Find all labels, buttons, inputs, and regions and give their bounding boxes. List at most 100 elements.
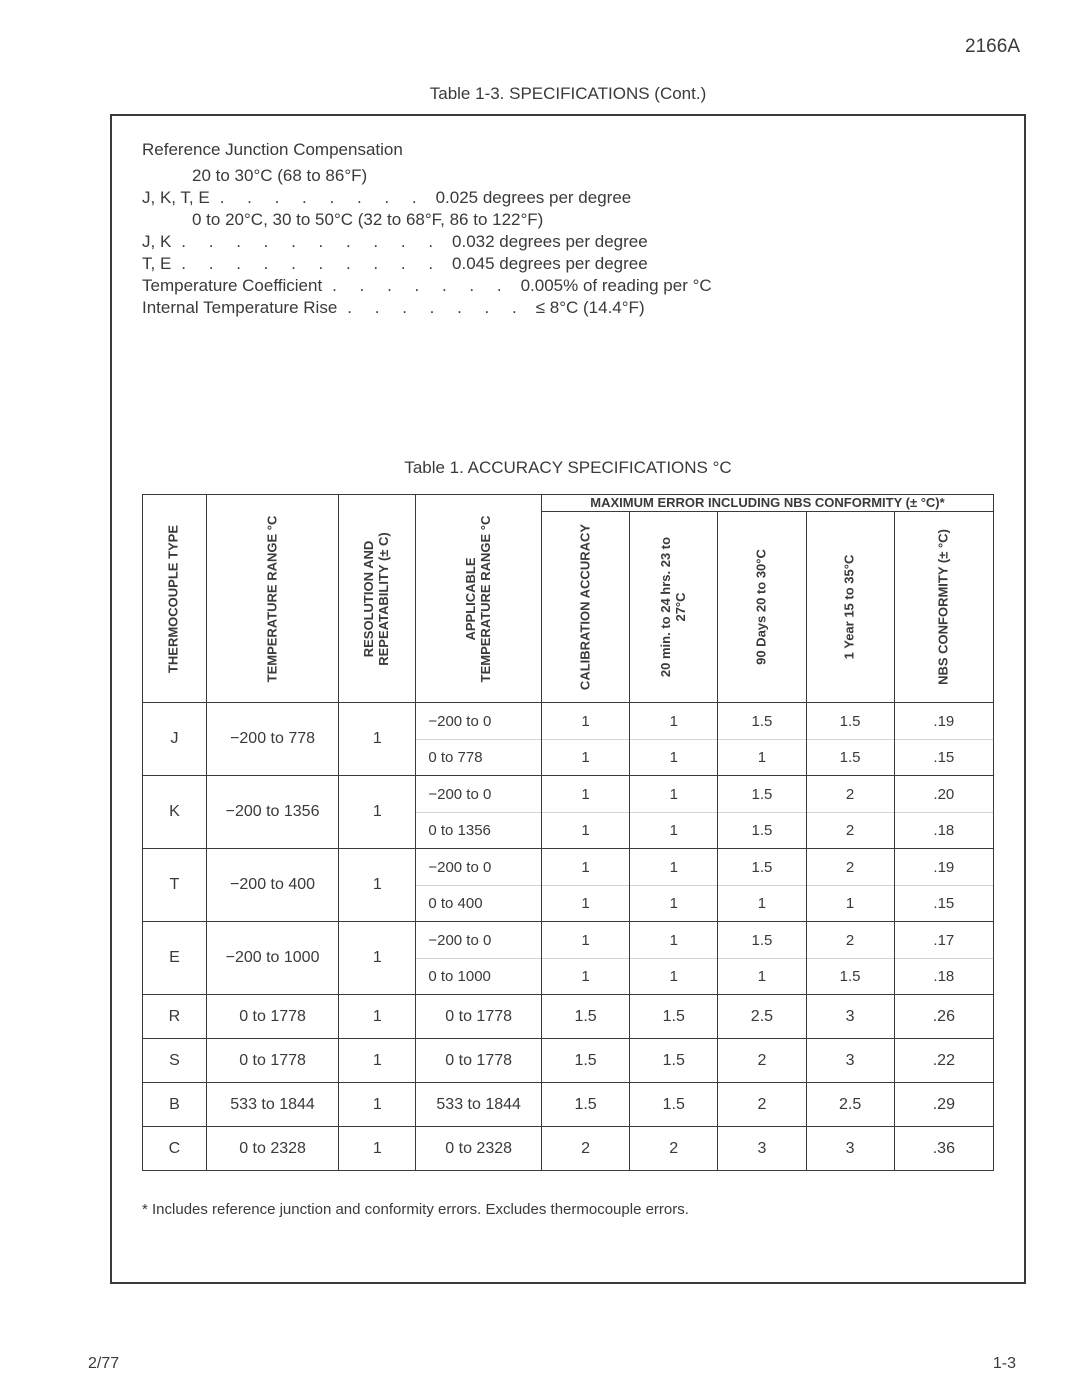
cell: 1.51.5 <box>718 776 806 849</box>
cell: 11 <box>542 776 630 849</box>
cell: 11 <box>630 776 718 849</box>
cell: 3 <box>718 1127 806 1171</box>
ref-line-2b-label: T, E <box>142 254 171 274</box>
cell-range: −200 to 400 <box>206 849 338 922</box>
temp-coeff-line: Temperature Coefficient . . . . . . . 0.… <box>142 276 994 296</box>
cell: .17.18 <box>894 922 993 995</box>
col-hdr-6: 90 Days 20 to 30°C <box>718 512 806 703</box>
cell: −200 to 00 to 400 <box>416 849 542 922</box>
col-hdr-1: TEMPERATURE RANGE °C <box>206 495 338 703</box>
temp-coeff-label: Temperature Coefficient <box>142 276 322 296</box>
cell: .29 <box>894 1083 993 1127</box>
ref-line-1-label: J, K, T, E <box>142 188 210 208</box>
ref-line-2b: T, E . . . . . . . . . . 0.045 degrees p… <box>142 254 994 274</box>
col-hdr-5: 20 min. to 24 hrs. 23 to 27°C <box>630 512 718 703</box>
cell: 1.5 <box>630 1039 718 1083</box>
table-row: K−200 to 13561−200 to 00 to 135611111.51… <box>143 776 994 849</box>
dots-icon: . . . . . . . . . . <box>171 254 452 274</box>
dots-icon: . . . . . . . . <box>210 188 436 208</box>
cell: 3 <box>806 995 894 1039</box>
cell: 2 <box>718 1039 806 1083</box>
col-hdr-2: RESOLUTION AND REPEATABILITY (± C) <box>339 495 416 703</box>
dots-icon: . . . . . . . . . . <box>171 232 452 252</box>
cell: .36 <box>894 1127 993 1171</box>
cell-range: −200 to 1356 <box>206 776 338 849</box>
ref-junction-title: Reference Junction Compensation <box>142 140 994 160</box>
ref-line-2a: J, K . . . . . . . . . . 0.032 degrees p… <box>142 232 994 252</box>
table-row: E−200 to 10001−200 to 00 to 100011111.51… <box>143 922 994 995</box>
cell: .20.18 <box>894 776 993 849</box>
document-id: 2166A <box>965 36 1020 58</box>
cell: 22 <box>806 776 894 849</box>
int-rise-label: Internal Temperature Rise <box>142 298 337 318</box>
cell-type: T <box>143 849 207 922</box>
table-row: S0 to 177810 to 17781.51.523.22 <box>143 1039 994 1083</box>
cell-res: 1 <box>339 776 416 849</box>
cell: 11 <box>630 703 718 776</box>
cell-res: 1 <box>339 1127 416 1171</box>
cell: 11 <box>542 922 630 995</box>
col-hdr-4: CALIBRATION ACCURACY <box>542 512 630 703</box>
ref-range-2: 0 to 20°C, 30 to 50°C (32 to 68°F, 86 to… <box>192 210 994 230</box>
cell: 0 to 1778 <box>416 1039 542 1083</box>
cell-type: B <box>143 1083 207 1127</box>
temp-coeff-value: 0.005% of reading per °C <box>521 276 712 296</box>
cell: .22 <box>894 1039 993 1083</box>
cell-type: R <box>143 995 207 1039</box>
group-hdr: MAXIMUM ERROR INCLUDING NBS CONFORMITY (… <box>542 495 994 512</box>
cell: −200 to 00 to 778 <box>416 703 542 776</box>
cell: 21 <box>806 849 894 922</box>
cell: 2 <box>542 1127 630 1171</box>
table-row: C0 to 232810 to 23282233.36 <box>143 1127 994 1171</box>
table-1-caption: Table 1. ACCURACY SPECIFICATIONS °C <box>142 458 994 478</box>
dots-icon: . . . . . . . <box>322 276 520 296</box>
cell: −200 to 00 to 1356 <box>416 776 542 849</box>
cell: 2.5 <box>806 1083 894 1127</box>
table-footnote: * Includes reference junction and confor… <box>142 1201 994 1218</box>
col-hdr-8: NBS CONFORMITY (± °C) <box>894 512 993 703</box>
cell-res: 1 <box>339 995 416 1039</box>
footer-right: 1-3 <box>993 1355 1016 1373</box>
cell-type: S <box>143 1039 207 1083</box>
cell: 1.5 <box>542 1083 630 1127</box>
cell-range: 0 to 2328 <box>206 1127 338 1171</box>
cell-type: C <box>143 1127 207 1171</box>
cell-range: 0 to 1778 <box>206 1039 338 1083</box>
cell-res: 1 <box>339 703 416 776</box>
ref-line-2b-value: 0.045 degrees per degree <box>452 254 648 274</box>
cell: 1.51 <box>718 922 806 995</box>
ref-line-2a-value: 0.032 degrees per degree <box>452 232 648 252</box>
page: 2166A Table 1-3. SPECIFICATIONS (Cont.) … <box>0 0 1080 1397</box>
cell: 21.5 <box>806 922 894 995</box>
cell-type: J <box>143 703 207 776</box>
cell: 1.5 <box>630 995 718 1039</box>
cell: .19.15 <box>894 849 993 922</box>
ref-range-1: 20 to 30°C (68 to 86°F) <box>192 166 994 186</box>
cell: 11 <box>630 922 718 995</box>
cell-res: 1 <box>339 849 416 922</box>
table-1-3-caption: Table 1-3. SPECIFICATIONS (Cont.) <box>110 84 1026 104</box>
table-body: J−200 to 7781−200 to 00 to 77811111.511.… <box>143 703 994 1171</box>
cell-res: 1 <box>339 1083 416 1127</box>
cell-range: −200 to 778 <box>206 703 338 776</box>
cell-res: 1 <box>339 922 416 995</box>
range1-text: 20 to 30°C (68 to 86°F) <box>192 166 367 186</box>
table-row: J−200 to 7781−200 to 00 to 77811111.511.… <box>143 703 994 776</box>
table-row: T−200 to 4001−200 to 00 to 40011111.5121… <box>143 849 994 922</box>
cell: 0 to 2328 <box>416 1127 542 1171</box>
cell-range: 0 to 1778 <box>206 995 338 1039</box>
accuracy-table: THERMOCOUPLE TYPE TEMPERATURE RANGE °C R… <box>142 494 994 1171</box>
cell-type: E <box>143 922 207 995</box>
cell-res: 1 <box>339 1039 416 1083</box>
col-hdr-7: 1 Year 15 to 35°C <box>806 512 894 703</box>
table-row: B533 to 18441533 to 18441.51.522.5.29 <box>143 1083 994 1127</box>
cell-range: 533 to 1844 <box>206 1083 338 1127</box>
cell: 2.5 <box>718 995 806 1039</box>
table-head: THERMOCOUPLE TYPE TEMPERATURE RANGE °C R… <box>143 495 994 703</box>
cell: 2 <box>718 1083 806 1127</box>
cell: 1.5 <box>542 1039 630 1083</box>
cell: 0 to 1778 <box>416 995 542 1039</box>
cell: 11 <box>542 703 630 776</box>
range2-text: 0 to 20°C, 30 to 50°C (32 to 68°F, 86 to… <box>192 210 543 230</box>
col-hdr-0: THERMOCOUPLE TYPE <box>143 495 207 703</box>
